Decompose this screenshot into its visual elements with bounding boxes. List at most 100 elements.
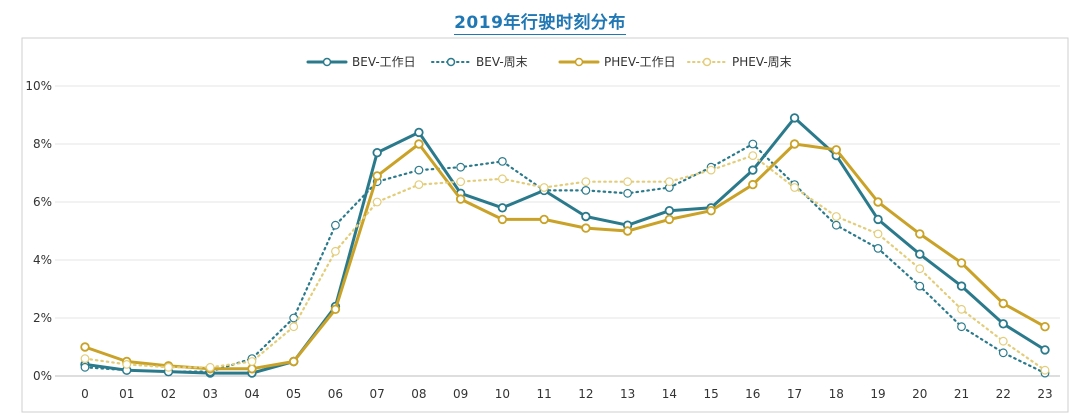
data-point: [205, 362, 215, 372]
data-point: [581, 223, 591, 233]
legend-item: BEV-周末: [431, 55, 528, 69]
legend-swatch-marker: [446, 57, 456, 67]
grid-lines: [55, 85, 1060, 377]
x-tick-label: 03: [203, 387, 218, 401]
data-point: [956, 281, 967, 291]
data-point: [998, 336, 1008, 346]
data-point: [1040, 322, 1050, 332]
legend-label: PHEV-工作日: [604, 55, 676, 69]
data-point: [414, 127, 424, 138]
data-point: [831, 145, 842, 155]
series-line: [83, 116, 1047, 375]
data-point: [80, 362, 90, 372]
x-tick-label: 10: [495, 387, 510, 401]
y-tick-label: 6%: [33, 195, 52, 209]
data-point: [915, 281, 925, 291]
x-tick-label: 16: [745, 387, 760, 401]
series-group: [80, 113, 1050, 378]
data-point: [164, 362, 173, 372]
legend-label: BEV-周末: [476, 55, 528, 69]
data-point: [957, 304, 966, 314]
data-point: [873, 243, 883, 253]
legend-label: BEV-工作日: [352, 55, 416, 69]
data-point: [372, 147, 382, 158]
x-tick-label: 18: [829, 387, 844, 401]
data-point: [456, 162, 466, 172]
data-point: [873, 229, 883, 239]
data-point: [289, 322, 299, 332]
data-point: [748, 139, 758, 149]
series-line: [83, 142, 1047, 375]
chart-title: 2019年行驶时刻分布: [0, 8, 1080, 35]
data-point: [623, 188, 633, 198]
x-tick-label: 06: [328, 387, 343, 401]
legend-swatch-marker: [322, 57, 332, 67]
data-point: [122, 360, 132, 369]
data-point: [581, 185, 591, 195]
data-point: [497, 203, 508, 213]
data-point: [414, 139, 424, 149]
x-tick-label: 08: [411, 387, 426, 401]
x-tick-label: 01: [119, 387, 134, 401]
legend-item: PHEV-周末: [687, 55, 792, 69]
x-tick-label: 11: [536, 387, 551, 401]
x-tick-label: 0: [81, 387, 89, 401]
data-point: [331, 220, 340, 230]
x-tick-label: 15: [703, 387, 718, 401]
x-tick-label: 05: [286, 387, 301, 401]
legend-item: PHEV-工作日: [558, 55, 676, 69]
x-tick-label: 14: [662, 387, 677, 401]
series-3: [80, 151, 1050, 375]
plot-frame: [21, 37, 1069, 413]
series-2: [80, 139, 1050, 374]
data-point: [831, 220, 841, 230]
data-point: [664, 214, 675, 225]
data-point: [289, 313, 299, 323]
data-point: [288, 356, 299, 367]
x-tick-label: 09: [453, 387, 468, 401]
y-axis-ticks: 0% 2% 4% 6% 8% 10%: [25, 79, 52, 383]
y-tick-label: 8%: [33, 137, 52, 151]
x-tick-label: 13: [620, 387, 635, 401]
x-tick-label: 22: [996, 387, 1011, 401]
x-axis-ticks: 0 01 02 03 04 05 06 07 08 09 10 11 12 13 14 15 16 17 18 19 2…: [81, 387, 1052, 401]
data-point: [956, 258, 967, 268]
data-point: [831, 212, 841, 221]
x-tick-label: 17: [787, 387, 802, 401]
data-point: [331, 246, 340, 256]
data-point: [539, 214, 549, 225]
data-point: [497, 174, 507, 184]
data-point: [748, 151, 758, 161]
data-point: [247, 364, 257, 374]
data-point: [957, 322, 966, 332]
data-point: [80, 354, 90, 364]
data-point: [789, 139, 800, 149]
data-point: [581, 211, 591, 222]
series-line: [83, 142, 1047, 371]
y-tick-label: 4%: [33, 253, 52, 267]
data-point: [80, 342, 90, 352]
data-point: [1040, 345, 1050, 355]
data-point: [706, 205, 716, 216]
data-point: [497, 214, 508, 225]
data-point: [414, 165, 424, 175]
x-tick-label: 21: [954, 387, 969, 401]
data-point: [998, 348, 1008, 358]
data-point: [915, 229, 925, 239]
x-tick-label: 07: [370, 387, 385, 401]
legend-item: BEV-工作日: [306, 55, 416, 69]
legend-swatch-marker: [702, 57, 712, 67]
data-point: [456, 177, 466, 187]
legend: BEV-工作日 BEV-周末 PHEV-工作日 PHEV-周末: [306, 55, 792, 69]
x-tick-label: 19: [870, 387, 885, 401]
data-point: [789, 113, 800, 123]
data-point: [539, 183, 549, 192]
data-point: [581, 177, 591, 187]
y-tick-label: 0%: [33, 369, 52, 383]
data-point: [622, 226, 633, 236]
x-tick-label: 20: [912, 387, 927, 401]
y-tick-label: 2%: [33, 311, 52, 325]
x-tick-label: 12: [578, 387, 593, 401]
legend-label: PHEV-周末: [732, 55, 792, 69]
data-point: [790, 183, 799, 192]
